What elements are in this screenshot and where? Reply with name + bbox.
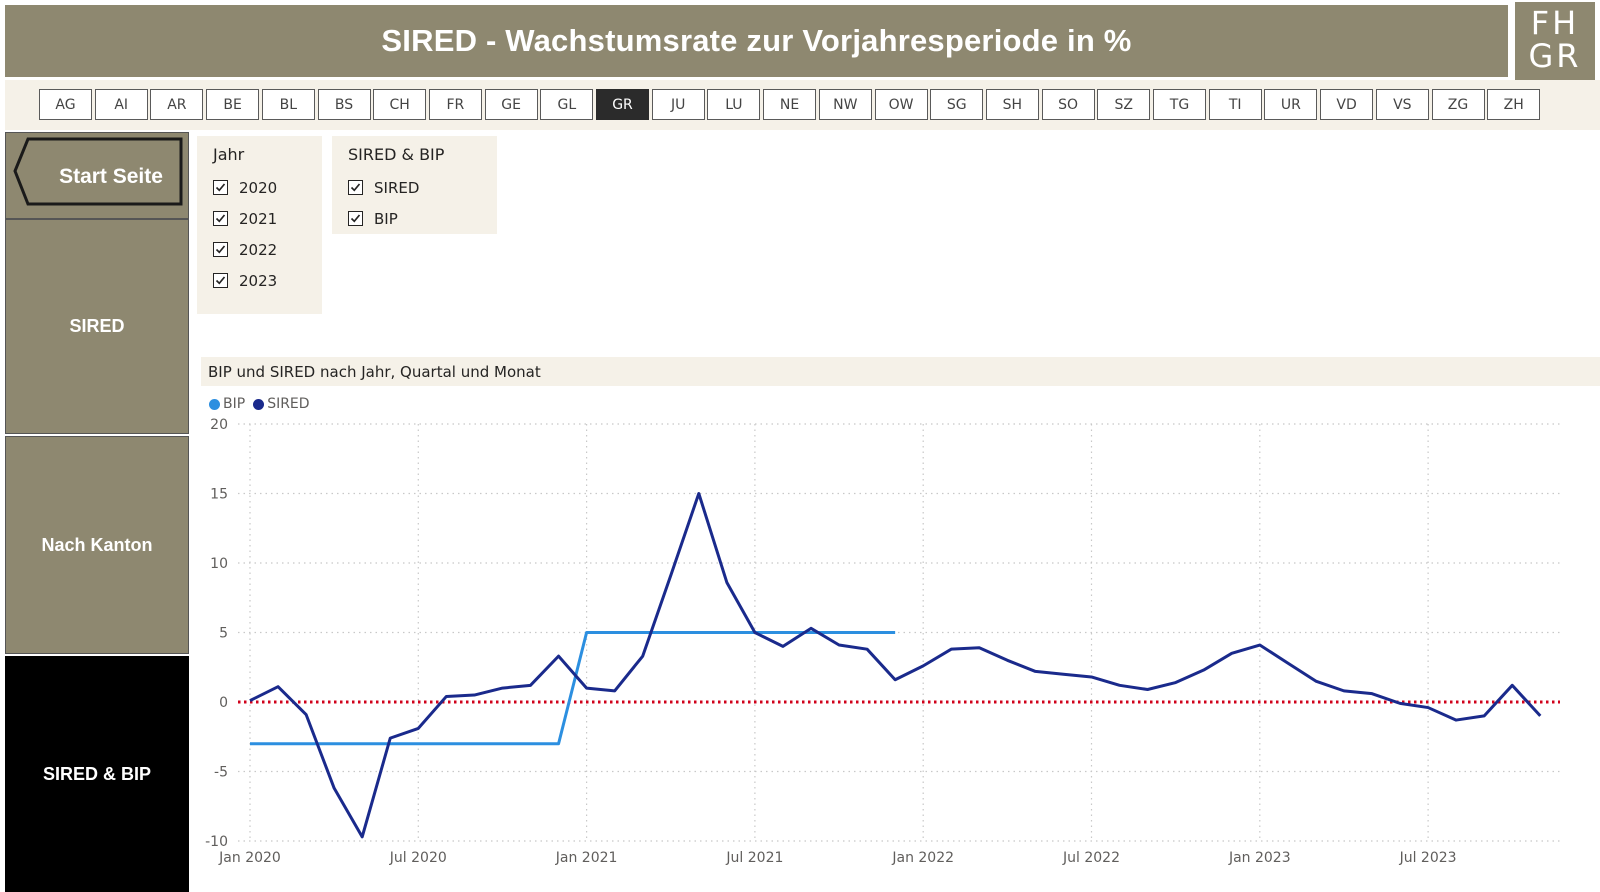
back-arrow-icon [13,137,183,206]
page-header: SIRED - Wachstumsrate zur Vorjahresperio… [5,5,1508,77]
kanton-button-sg[interactable]: SG [930,89,984,120]
nav-kanton-button[interactable]: Nach Kanton [5,436,189,654]
kanton-button-lu[interactable]: LU [707,89,761,120]
page-title: SIRED - Wachstumsrate zur Vorjahresperio… [381,23,1132,58]
nav-sired-bip-label: SIRED & BIP [42,763,152,784]
kanton-button-sz[interactable]: SZ [1097,89,1151,120]
year-option-label: 2020 [239,178,278,197]
series-option[interactable]: BIP [348,203,481,234]
year-option-label: 2021 [239,209,278,228]
y-tick-label: 10 [210,556,228,572]
kanton-button-bl[interactable]: BL [261,89,315,120]
kanton-button-bs[interactable]: BS [317,89,371,120]
kanton-button-gl[interactable]: GL [540,89,594,120]
y-tick-label: 0 [219,695,228,711]
kanton-button-vs[interactable]: VS [1375,89,1429,120]
series-slicer-title: SIRED & BIP [348,145,445,164]
checkbox-checked-icon[interactable] [213,242,228,257]
x-tick-label: Jul 2023 [1399,850,1457,866]
legend-label-bip: BIP [223,396,246,412]
x-tick-label: Jul 2021 [725,850,783,866]
kanton-button-ur[interactable]: UR [1264,89,1318,120]
kanton-button-ju[interactable]: JU [651,89,705,120]
logo-line-2: GR [1528,37,1582,75]
kanton-button-ar[interactable]: AR [150,89,204,120]
series-line-sired [249,492,1542,839]
fhgr-logo: FH GR [1515,2,1595,82]
series-line-bip [250,631,896,746]
kanton-button-ow[interactable]: OW [874,89,928,120]
kanton-button-ti[interactable]: TI [1208,89,1262,120]
kanton-button-so[interactable]: SO [1041,89,1095,120]
chart-legend: BIP SIRED [209,396,318,412]
nav-sired-label: SIRED [69,316,125,336]
x-tick-label: Jan 2021 [555,850,618,866]
x-tick-label: Jul 2020 [389,850,447,866]
y-tick-label: -5 [214,765,228,781]
series-slicer: SIRED & BIP SIRED BIP [332,136,497,234]
y-tick-label: 15 [210,487,228,503]
kanton-selector-bar: AG AI AR BE BL BS CH FR GE GL GR JU LU NE NW OW SG SH SO SZ… [5,80,1600,130]
start-page-button[interactable]: Start Seite [5,132,189,219]
checkbox-checked-icon[interactable] [348,211,363,226]
logo-line-1: FH [1530,4,1580,42]
legend-item-bip[interactable]: BIP [209,396,245,412]
series-option-label: SIRED [374,178,420,197]
x-tick-label: Jan 2023 [1228,850,1291,866]
legend-label-sired: SIRED [267,396,310,412]
nav-sired-bip-button[interactable]: SIRED & BIP [5,656,189,892]
series-option-label: BIP [374,209,398,228]
kanton-button-ag[interactable]: AG [39,89,92,120]
year-slicer-title: Jahr [213,145,245,164]
legend-dot-sired [253,398,265,410]
year-option-label: 2022 [239,240,278,259]
x-tick-label: Jan 2020 [218,850,281,866]
chart-title: BIP und SIRED nach Jahr, Quartal und Mon… [208,362,541,381]
year-option[interactable]: 2023 [213,265,306,296]
y-tick-label: 20 [210,417,228,433]
year-option[interactable]: 2020 [213,172,306,203]
kanton-button-ch[interactable]: CH [373,89,427,120]
kanton-button-be[interactable]: BE [206,89,260,120]
year-option-label: 2023 [239,271,278,290]
kanton-button-vd[interactable]: VD [1320,89,1374,120]
checkbox-checked-icon[interactable] [348,180,363,195]
chart-title-bar: BIP und SIRED nach Jahr, Quartal und Mon… [201,357,1600,386]
kanton-button-zg[interactable]: ZG [1431,89,1485,120]
kanton-button-nw[interactable]: NW [818,89,872,120]
kanton-button-ge[interactable]: GE [484,89,538,120]
kanton-button-tg[interactable]: TG [1153,89,1206,120]
kanton-button-gr[interactable]: GR [596,89,649,120]
series-option[interactable]: SIRED [348,172,481,203]
nav-sired-button[interactable]: SIRED [5,219,189,434]
nav-kanton-label: Nach Kanton [41,534,153,555]
year-slicer: Jahr 2020 2021 2022 2023 [197,136,322,314]
kanton-button-zh[interactable]: ZH [1487,89,1541,120]
kanton-button-ne[interactable]: NE [763,89,817,120]
kanton-button-fr[interactable]: FR [428,89,482,120]
kanton-button-ai[interactable]: AI [94,89,148,120]
y-tick-label: 5 [219,626,228,642]
kanton-button-sh[interactable]: SH [985,89,1039,120]
checkbox-checked-icon[interactable] [213,180,228,195]
checkbox-checked-icon[interactable] [213,211,228,226]
year-option[interactable]: 2021 [213,203,306,234]
legend-item-sired[interactable]: SIRED [253,396,310,412]
x-tick-label: Jan 2022 [891,850,954,866]
checkbox-checked-icon[interactable] [213,273,228,288]
legend-dot-bip [209,398,220,410]
start-page-label: Start Seite [59,164,163,188]
year-option[interactable]: 2022 [213,234,306,265]
y-tick-label: -10 [205,834,228,850]
x-tick-label: Jul 2022 [1062,850,1120,866]
